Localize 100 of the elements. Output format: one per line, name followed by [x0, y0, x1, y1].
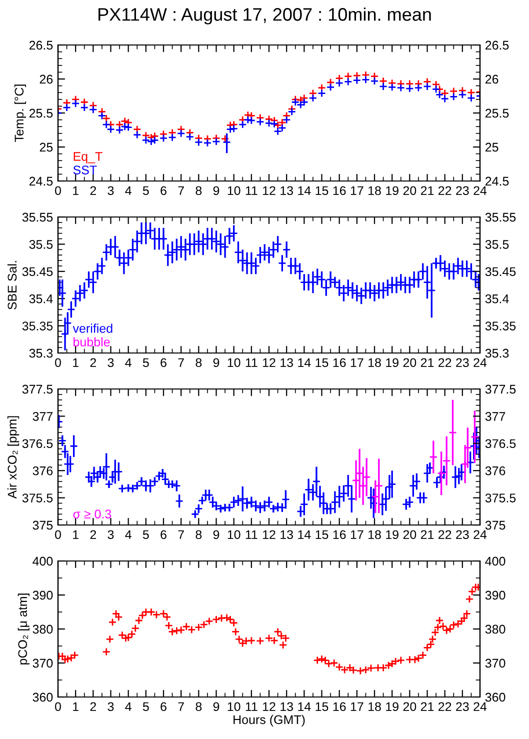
y-axis-title: pCO₂ [μ atm]	[18, 594, 30, 664]
x-tick-label: 13	[280, 530, 293, 540]
y-tick-label: 35.4	[29, 294, 53, 304]
x-tick-label: 15	[316, 530, 328, 540]
y-tick-label: 377.5	[22, 384, 53, 394]
x-tick-label: 18	[368, 530, 381, 540]
x-tick-label: 23	[456, 702, 469, 712]
x-tick-label: 24	[474, 530, 487, 539]
y2-tick-label: 380	[485, 624, 506, 634]
x-tick-label: 21	[420, 702, 434, 711]
x-tick-label: 17	[350, 186, 364, 195]
x-tick-label: 14	[298, 530, 311, 539]
x-tick-label: 8	[196, 358, 202, 368]
x-tick-label: 1	[73, 186, 78, 195]
y2-tick-label: 375.5	[485, 494, 516, 502]
x-tick-label: 5	[142, 702, 149, 712]
y2-tick-label: 25	[485, 142, 498, 152]
y-tick-label: 360	[32, 692, 53, 702]
y-axis-title: Temp. [°C]	[14, 84, 26, 142]
y-tick-label: 35.5	[29, 240, 53, 249]
y-axis-title: Air xCO₂ [ppm]	[7, 416, 20, 499]
y-tick-label: 376	[32, 466, 53, 476]
x-tick-label: 0	[55, 702, 61, 712]
y-tick-label: 377	[32, 412, 53, 421]
x-tick-label: 24	[474, 358, 487, 367]
x-tick-label: 21	[420, 358, 434, 367]
text: σ ≥ 0.3	[73, 510, 112, 518]
y-tick-label: 375.5	[22, 494, 53, 502]
x-tick-label: 10	[228, 530, 240, 540]
x-tick-label: 6	[160, 530, 166, 540]
x-tick-label: 9	[213, 702, 220, 712]
x-tick-label: 24	[474, 186, 487, 195]
x-tick-label: 9	[213, 358, 220, 368]
y2-tick-label: 377	[485, 412, 506, 421]
x-tick-label: 23	[456, 186, 469, 196]
y2-tick-label: 35.55	[485, 212, 516, 222]
x-tick-label: 17	[350, 702, 364, 711]
y2-tick-label: 35.5	[485, 240, 509, 249]
x-tick-label: 12	[263, 530, 276, 539]
x-tick-label: 4	[125, 702, 132, 711]
x-tick-label: 6	[160, 702, 166, 712]
y-tick-label: 26	[40, 74, 53, 84]
y2-tick-label: 35.3	[485, 348, 509, 358]
x-tick-label: 3	[108, 358, 114, 368]
x-tick-label: 2	[90, 530, 96, 539]
x-tick-label: 0	[55, 530, 61, 540]
x-tick-label: 16	[333, 530, 346, 540]
x-tick-label: 12	[263, 702, 276, 711]
x-tick-label: 17	[350, 358, 364, 367]
x-tick-label: 19	[386, 186, 398, 196]
y2-tick-label: 35.45	[485, 267, 516, 276]
x-tick-label: 16	[333, 358, 346, 368]
x-tick-label: 11	[246, 530, 258, 539]
x-tick-label: 22	[438, 702, 452, 711]
x-tick-label: 6	[160, 358, 166, 368]
x-tick-label: 16	[333, 186, 346, 196]
y2-tick-label: 35.35	[485, 322, 516, 330]
y-tick-label: 35.45	[22, 267, 53, 276]
x-tick-label: 15	[316, 358, 328, 368]
x-tick-label: 7	[178, 530, 184, 539]
x-tick-label: 3	[108, 186, 114, 196]
legend-label: bubble	[74, 337, 110, 346]
y-tick-label: 390	[32, 590, 53, 600]
y2-tick-label: 390	[485, 590, 506, 600]
x-tick-label: 20	[403, 702, 416, 712]
x-tick-label: 24	[474, 702, 487, 711]
x-tick-label: 3	[108, 702, 114, 712]
y2-tick-label: 400	[485, 556, 506, 566]
chart-title: PX114W : August 17, 2007 : 10min. mean	[98, 8, 431, 24]
x-tick-label: 6	[160, 186, 166, 196]
x-tick-label: 14	[298, 358, 311, 367]
y-tick-label: 380	[32, 624, 53, 634]
x-tick-label: 10	[228, 702, 240, 712]
x-tick-label: 9	[213, 186, 220, 196]
x-tick-label: 9	[213, 530, 220, 540]
y2-tick-label: 25.5	[485, 108, 509, 118]
x-tick-label: 17	[350, 530, 364, 539]
y-tick-label: 26.5	[29, 40, 53, 50]
y2-tick-label: 26.5	[485, 40, 509, 50]
y-tick-label: 400	[32, 556, 53, 566]
y2-tick-label: 24.5	[485, 176, 509, 186]
y-tick-label: 35.55	[22, 212, 53, 222]
x-axis-title: Hours (GMT)	[234, 714, 305, 727]
x-tick-label: 18	[368, 186, 381, 196]
y-tick-label: 35.35	[22, 322, 53, 330]
x-tick-label: 21	[420, 186, 434, 195]
x-tick-label: 4	[125, 530, 132, 539]
x-tick-label: 11	[246, 186, 258, 195]
x-tick-label: 5	[142, 530, 149, 540]
x-tick-label: 7	[178, 702, 184, 711]
x-tick-label: 23	[456, 358, 469, 368]
x-tick-label: 1	[73, 358, 78, 367]
x-tick-label: 8	[196, 530, 202, 540]
y-tick-label: 25	[40, 142, 53, 152]
y-tick-label: 370	[32, 658, 53, 668]
y2-tick-label: 376.5	[485, 439, 516, 448]
x-tick-label: 22	[438, 358, 452, 367]
x-tick-label: 19	[386, 702, 398, 712]
x-tick-label: 15	[316, 186, 328, 196]
y-axis-title: SBE Sal.	[7, 261, 17, 310]
